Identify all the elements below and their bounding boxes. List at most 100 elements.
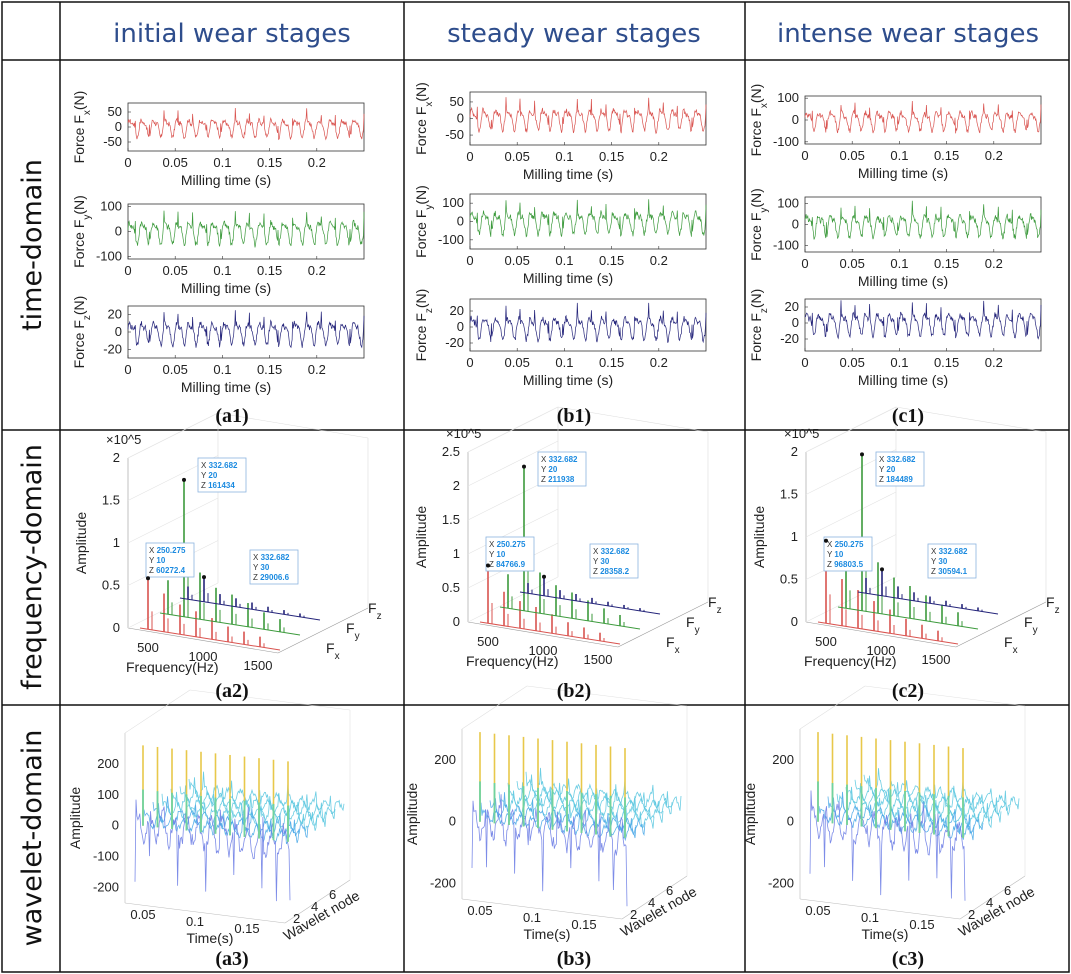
y-tick-label: -100 — [773, 134, 799, 149]
y-axis-label: Amplitude — [413, 506, 429, 568]
spectrum-baseline — [139, 627, 281, 651]
y-tick-label: 1 — [791, 529, 798, 544]
x-tick-label: 0.2 — [985, 355, 1003, 370]
z-tick-label: 4 — [311, 899, 318, 914]
z-tick-label: 2 — [968, 907, 975, 922]
y-tick-label: 0.5 — [102, 578, 120, 593]
x-axis-label: Time(s) — [524, 926, 571, 942]
y-tick-label: 0 — [787, 814, 794, 829]
x-tick-label: 0.1 — [890, 256, 908, 271]
spectrum-baseline — [499, 606, 641, 630]
caption-a3: (a3) — [215, 948, 248, 970]
grid-line — [557, 406, 709, 433]
plot-frame — [469, 91, 707, 146]
z-category-label: Fx — [666, 634, 680, 656]
x-tick-label: 0 — [124, 362, 131, 377]
signal-line — [469, 302, 707, 344]
signal-line — [127, 310, 365, 349]
x-axis-label: Milling time (s) — [181, 280, 271, 296]
signal-line — [804, 100, 1042, 134]
x-tick-label: 0.2 — [985, 256, 1003, 271]
z-category-label: Fz — [1046, 594, 1060, 616]
y-tick-label: -200 — [768, 876, 794, 891]
grid-line — [799, 685, 866, 730]
datatip-box — [197, 457, 247, 493]
plot-frame — [127, 305, 365, 359]
y-tick-label: 1 — [453, 546, 460, 561]
y-tick-label: -200 — [93, 880, 119, 895]
caption-c2: (c2) — [892, 680, 924, 702]
x-tick-label: 0.1 — [555, 253, 573, 268]
datatip-line: Z 96803.5 — [827, 560, 864, 569]
datatip-line: X 250.275 — [149, 546, 186, 555]
signal-line — [127, 210, 365, 248]
panel-a3: 200 100 0 -100 -200 Amplitude 0.05 0.1 0.15Time(… — [67, 689, 362, 946]
z-category-label: Fy — [686, 614, 700, 636]
grid-line — [467, 440, 559, 487]
datatip-line: Y 10 — [489, 550, 506, 559]
axis-line — [617, 601, 709, 648]
z-tick-label: 4 — [648, 895, 655, 910]
grid-line — [189, 689, 351, 711]
x-tick-label: 0.15 — [909, 917, 934, 932]
y-axis-label: Force Fy(N) — [413, 185, 435, 258]
datatip-line: X 332.682 — [879, 455, 916, 464]
x-tick-label: 0.05 — [805, 903, 830, 918]
y-tick-label: 2 — [791, 444, 798, 459]
datatip-marker — [146, 576, 150, 581]
y-tick-label: 0 — [457, 111, 464, 126]
caption-c1: (c1) — [892, 405, 924, 427]
x-tick-label: 0.05 — [163, 155, 188, 170]
x-tick-label: 0.05 — [163, 263, 188, 278]
x-tick-label: 0.05 — [840, 355, 865, 370]
z-tick-label: 4 — [986, 895, 993, 910]
datatip-marker — [824, 538, 828, 543]
datatip-line: Z 30594.1 — [931, 567, 968, 576]
z-tick-label: 2 — [630, 907, 637, 922]
panel-c2: 0 0.5 1 1.5 2 ×10^5 Amplitude 500 1000 1500 Freque… — [751, 406, 1060, 669]
y-axis-label: Force Fx(N) — [413, 82, 435, 155]
z-category-label: Fy — [346, 620, 360, 642]
axis-line — [467, 621, 619, 648]
datatip-marker — [522, 464, 526, 469]
y-tick-label: 200 — [772, 752, 794, 767]
x-tick-label: 0.2 — [650, 149, 668, 164]
datatip-line: Y 20 — [201, 471, 218, 480]
y-tick-label: -50 — [103, 134, 122, 149]
plot-frame — [804, 298, 1042, 352]
grid-line — [467, 406, 559, 453]
y-tick-label: 20 — [108, 307, 122, 322]
grid-line — [805, 576, 897, 623]
y-tick-label: 0 — [453, 614, 460, 629]
x-tick-label: 0.15 — [257, 362, 282, 377]
x-axis-label: Milling time (s) — [523, 166, 613, 182]
axis-line — [799, 898, 961, 920]
x-tick-label: 0 — [466, 149, 473, 164]
x-tick-label: 0.15 — [599, 149, 624, 164]
axis-line — [621, 875, 688, 920]
x-axis-label: Milling time (s) — [181, 172, 271, 188]
x-tick-label: 0.1 — [523, 910, 541, 925]
x-tick-label: 0.05 — [163, 362, 188, 377]
y-tick-label: -20 — [103, 341, 122, 356]
datatip-box — [927, 543, 977, 579]
y-tick-label: 1.5 — [102, 493, 120, 508]
datatip-line: Y 20 — [541, 465, 558, 474]
row-label-frequency: frequency-domain — [17, 444, 48, 690]
x-tick-label: 0.15 — [257, 155, 282, 170]
z-category-label: Fx — [1004, 634, 1018, 656]
x-tick-label: 0.15 — [599, 253, 624, 268]
x-tick-label: 0.15 — [571, 917, 596, 932]
x-axis-label: Frequency(Hz) — [466, 653, 559, 669]
y-tick-label: 0 — [115, 119, 122, 134]
x-tick-label: 0.2 — [985, 148, 1003, 163]
datatip-box — [589, 543, 639, 579]
datatip-line: Y 10 — [149, 556, 166, 565]
spectrum-baseline — [159, 612, 301, 636]
grid-line — [124, 689, 191, 734]
x-axis-label: Milling time (s) — [858, 165, 948, 181]
caption-b2: (b2) — [557, 680, 591, 702]
x-tick-label: 1500 — [244, 658, 273, 673]
datatip-line: X 332.682 — [593, 547, 630, 556]
